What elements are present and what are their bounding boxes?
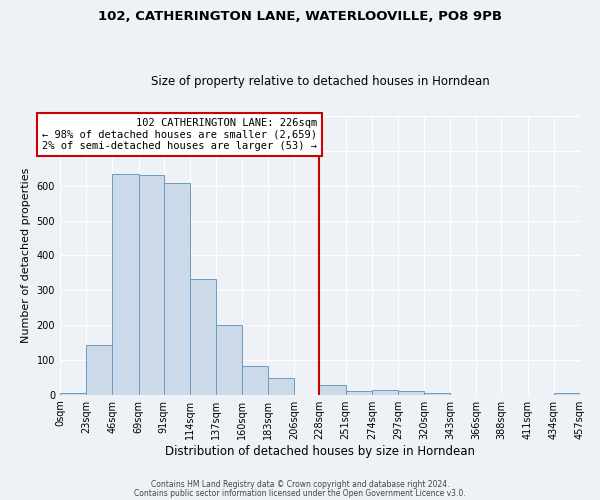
Bar [60,393,86,394]
Y-axis label: Number of detached properties: Number of detached properties [21,168,31,343]
Bar [164,183,190,394]
Title: Size of property relative to detached houses in Horndean: Size of property relative to detached ho… [151,76,490,88]
Bar [242,366,268,394]
Text: Contains public sector information licensed under the Open Government Licence v3: Contains public sector information licen… [134,488,466,498]
Bar [319,386,346,394]
Bar [86,345,112,395]
Bar [554,393,580,394]
Bar [346,391,372,394]
Bar [372,390,398,394]
Text: 102 CATHERINGTON LANE: 226sqm
← 98% of detached houses are smaller (2,659)
2% of: 102 CATHERINGTON LANE: 226sqm ← 98% of d… [42,118,317,151]
Bar [216,325,242,394]
X-axis label: Distribution of detached houses by size in Horndean: Distribution of detached houses by size … [165,444,475,458]
Bar [139,176,164,394]
Bar [424,393,450,394]
Bar [112,174,139,394]
Bar [190,278,216,394]
Text: Contains HM Land Registry data © Crown copyright and database right 2024.: Contains HM Land Registry data © Crown c… [151,480,449,489]
Bar [268,378,295,394]
Bar [398,391,424,394]
Text: 102, CATHERINGTON LANE, WATERLOOVILLE, PO8 9PB: 102, CATHERINGTON LANE, WATERLOOVILLE, P… [98,10,502,23]
